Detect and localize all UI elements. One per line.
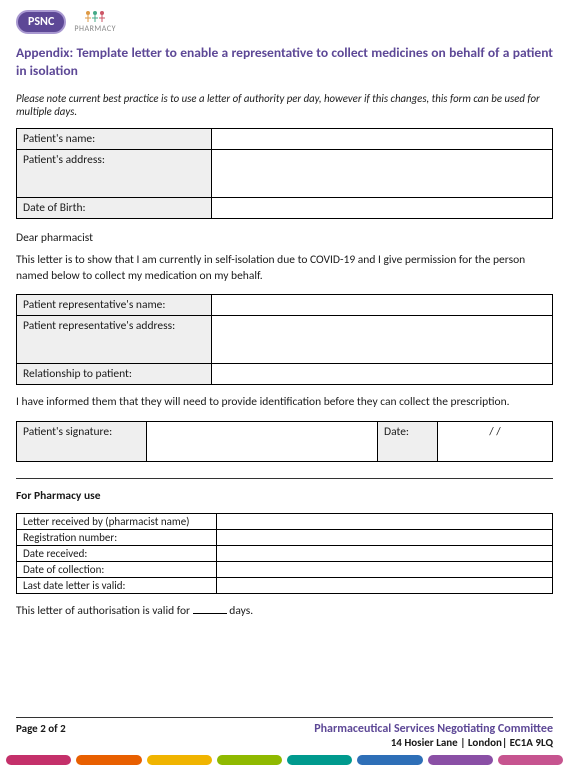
psnc-logo: PSNC (16, 10, 66, 34)
pharm-row-label: Date received: (17, 545, 217, 561)
pharmacy-use-heading: For Pharmacy use (16, 489, 553, 503)
patient-dob-label: Date of Birth: (17, 198, 212, 219)
signature-label: Patient's signature: (17, 421, 147, 461)
pharm-row-label: Registration number: (17, 529, 217, 545)
practice-note: Please note current best practice is to … (16, 92, 553, 118)
color-bar (147, 755, 212, 765)
page-title: Appendix: Template letter to enable a re… (16, 44, 553, 80)
salutation: Dear pharmacist (16, 231, 553, 245)
pharm-row-value[interactable] (217, 577, 553, 593)
footer-color-bars (0, 755, 569, 765)
color-bar (357, 755, 422, 765)
pharm-row-value[interactable] (217, 545, 553, 561)
rep-address-label: Patient representative's address: (17, 316, 212, 364)
patient-table: Patient's name: Patient's address: Date … (16, 128, 553, 219)
signature-table: Patient's signature: Date: / / (16, 421, 553, 462)
color-bar (217, 755, 282, 765)
signature-value[interactable] (147, 421, 378, 461)
patient-address-label: Patient's address: (17, 150, 212, 198)
date-label: Date: (378, 421, 438, 461)
pharmacy-use-table: Letter received by (pharmacist name) Reg… (16, 513, 553, 594)
paragraph-1: This letter is to show that I am current… (16, 253, 553, 284)
days-blank[interactable] (193, 613, 227, 614)
patient-name-label: Patient's name: (17, 129, 212, 150)
page-footer: Page 2 of 2 Pharmaceutical Services Nego… (16, 717, 553, 749)
divider (16, 478, 553, 479)
pharmacy-logo: PHARMACY (74, 10, 116, 34)
pharm-row-value[interactable] (217, 513, 553, 529)
pharm-row-value[interactable] (217, 561, 553, 577)
paragraph-2: I have informed them that they will need… (16, 395, 553, 411)
date-value[interactable]: / / (438, 421, 553, 461)
pharmacy-label: PHARMACY (74, 24, 116, 34)
rep-relationship-label: Relationship to patient: (17, 364, 212, 385)
closing-line: This letter of authorisation is valid fo… (16, 604, 553, 618)
page-number: Page 2 of 2 (16, 722, 66, 735)
color-bar (287, 755, 352, 765)
logo-bar: PSNC PHARMACY (16, 10, 553, 34)
representative-table: Patient representative's name: Patient r… (16, 294, 553, 385)
color-bar (76, 755, 141, 765)
pharm-row-label: Date of collection: (17, 561, 217, 577)
patient-dob-value[interactable] (212, 198, 553, 219)
color-bar (498, 755, 563, 765)
color-bar (428, 755, 493, 765)
footer-org: Pharmaceutical Services Negotiating Comm… (314, 722, 553, 736)
footer-address: 14 Hosier Lane | London| EC1A 9LQ (314, 736, 553, 749)
patient-address-value[interactable] (212, 150, 553, 198)
closing-pre: This letter of authorisation is valid fo… (16, 604, 193, 618)
rep-name-value[interactable] (212, 295, 553, 316)
pharm-row-value[interactable] (217, 529, 553, 545)
pharm-row-label: Last date letter is valid: (17, 577, 217, 593)
closing-post: days. (227, 604, 253, 618)
rep-relationship-value[interactable] (212, 364, 553, 385)
pharm-row-label: Letter received by (pharmacist name) (17, 513, 217, 529)
rep-address-value[interactable] (212, 316, 553, 364)
patient-name-value[interactable] (212, 129, 553, 150)
color-bar (6, 755, 71, 765)
rep-name-label: Patient representative's name: (17, 295, 212, 316)
